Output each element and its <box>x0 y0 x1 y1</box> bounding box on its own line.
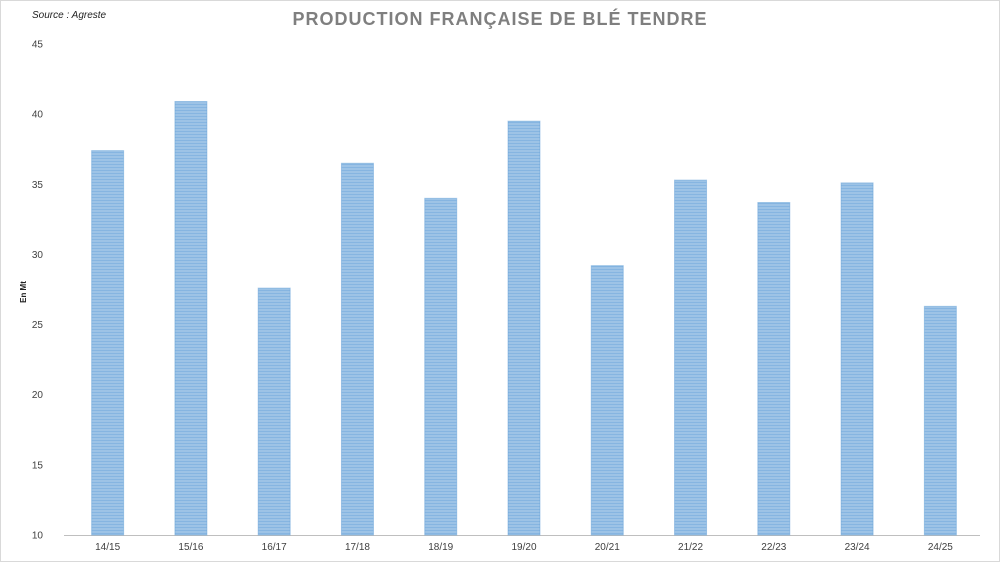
bar <box>757 202 791 536</box>
x-tick-label: 18/19 <box>428 542 453 553</box>
bar <box>590 265 624 536</box>
x-tick-label: 24/25 <box>928 542 953 553</box>
x-tick-label: 22/23 <box>761 542 786 553</box>
x-tick-label: 15/16 <box>178 542 203 553</box>
y-tick-label: 30 <box>32 250 44 261</box>
bar <box>507 120 541 536</box>
y-tick-label: 45 <box>32 40 44 51</box>
y-tick-label: 10 <box>32 531 44 542</box>
y-axis-label: En Mt <box>19 281 28 303</box>
bar <box>91 150 125 536</box>
x-tick-label: 23/24 <box>845 542 870 553</box>
bar <box>674 179 708 536</box>
y-tick-label: 35 <box>32 180 44 191</box>
y-tick-label: 20 <box>32 390 44 401</box>
bar <box>923 305 957 536</box>
bar <box>840 182 874 536</box>
y-tick-label: 15 <box>32 460 44 471</box>
x-tick-label: 16/17 <box>262 542 287 553</box>
bar <box>424 197 458 536</box>
x-axis-tick-labels: 14/15 15/16 16/17 17/18 18/19 19/20 20/21 21/22… <box>95 542 953 553</box>
x-tick-label: 17/18 <box>345 542 370 553</box>
bar <box>257 287 291 536</box>
x-tick-label: 14/15 <box>95 542 120 553</box>
y-tick-label: 40 <box>32 110 44 121</box>
y-axis-tick-labels: 10 15 20 25 30 35 40 45 <box>32 40 44 542</box>
bar <box>340 162 374 536</box>
y-tick-label: 25 <box>32 320 44 331</box>
x-tick-label: 21/22 <box>678 542 703 553</box>
source-note: Source : Agreste <box>32 10 107 21</box>
x-tick-label: 20/21 <box>595 542 620 553</box>
bars-group <box>91 101 957 536</box>
chart-title: PRODUCTION FRANÇAISE DE BLÉ TENDRE <box>292 9 708 29</box>
x-tick-label: 19/20 <box>511 542 536 553</box>
bar <box>174 101 208 536</box>
